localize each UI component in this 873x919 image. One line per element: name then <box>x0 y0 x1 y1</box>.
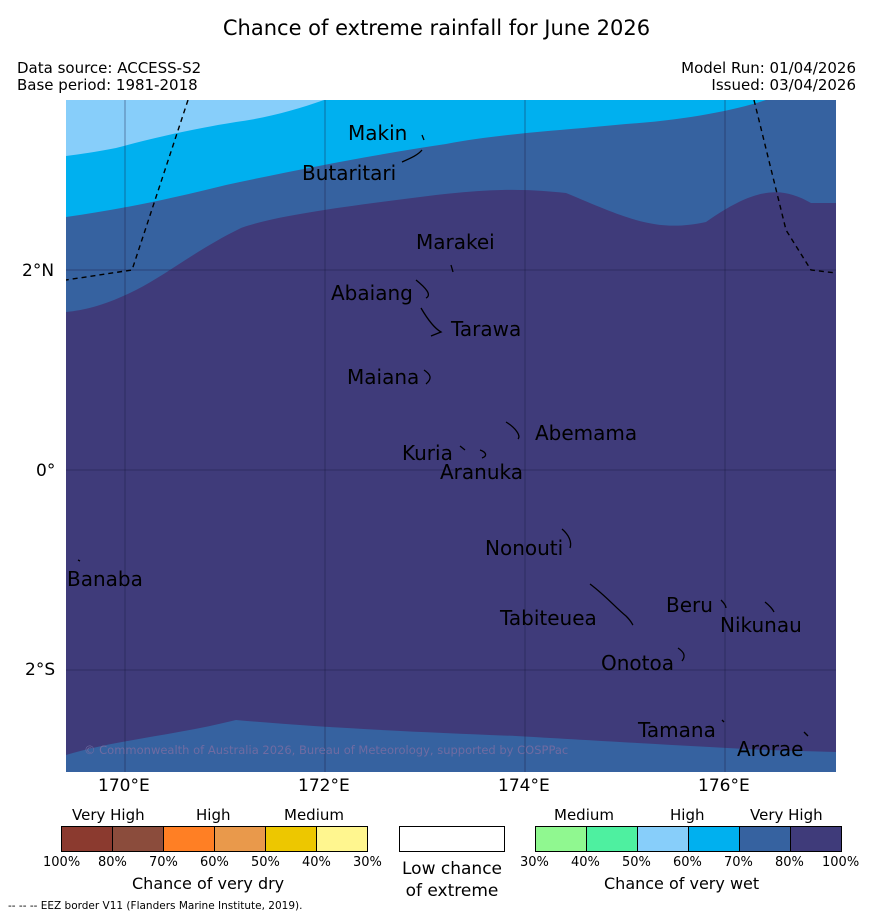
wet-tick-100: 100% <box>822 855 860 870</box>
issued-date: Issued: 03/04/2026 <box>711 76 856 94</box>
dry-swatch-5 <box>265 826 317 852</box>
label-tabiteuea: Tabiteuea <box>499 606 597 630</box>
dry-cat-medium: Medium <box>284 806 344 824</box>
wet-cat-medium: Medium <box>554 806 614 824</box>
label-makin: Makin <box>348 121 407 145</box>
chart-title: Chance of extreme rainfall for June 2026 <box>222 16 651 40</box>
lon-label-172: 172°E <box>298 776 350 796</box>
lon-label-170: 170°E <box>98 776 150 796</box>
label-kuria: Kuria <box>402 441 453 465</box>
dry-swatch-6 <box>316 826 368 852</box>
label-abemama: Abemama <box>535 421 637 445</box>
lat-label-2s: 2°S <box>25 660 56 680</box>
label-beru: Beru <box>666 593 713 617</box>
lat-label-0: 0° <box>36 461 56 481</box>
wet-caption: Chance of very wet <box>604 874 760 893</box>
label-nikunau: Nikunau <box>720 613 802 637</box>
wet-tick-80: 80% <box>775 855 804 870</box>
wet-swatch-2 <box>586 826 638 852</box>
dry-tick-60: 60% <box>200 855 229 870</box>
dry-cat-high: High <box>196 806 231 824</box>
eez-border <box>66 100 836 281</box>
meta-left: Data source: ACCESS-S2 Base period: 1981… <box>17 60 201 94</box>
zone-90-100-south <box>66 720 836 772</box>
rainfall-map: Makin Butaritari Marakei Abaiang Tarawa … <box>66 100 836 772</box>
wet-tick-60: 60% <box>673 855 702 870</box>
lon-label-174: 174°E <box>498 776 550 796</box>
dry-caption: Chance of very dry <box>132 874 285 893</box>
wet-swatch-1 <box>535 826 587 852</box>
base-period: Base period: 1981-2018 <box>17 76 198 94</box>
label-abaiang: Abaiang <box>331 281 413 305</box>
dry-tick-100: 100% <box>43 855 81 870</box>
label-tarawa: Tarawa <box>450 317 521 341</box>
footer-note: -- -- -- EEZ border V11 (Flanders Marine… <box>8 900 303 912</box>
dry-tick-50: 50% <box>251 855 280 870</box>
label-tamana: Tamana <box>637 718 716 742</box>
dry-tick-70: 70% <box>149 855 178 870</box>
meta-right: Model Run: 01/04/2026 Issued: 03/04/2026 <box>681 60 856 94</box>
wet-tick-30: 30% <box>520 855 549 870</box>
neutral-swatch <box>399 826 505 852</box>
dry-swatch-1 <box>61 826 113 852</box>
dry-swatch-2 <box>112 826 164 852</box>
model-run: Model Run: 01/04/2026 <box>681 59 856 77</box>
wet-tick-50: 50% <box>622 855 651 870</box>
dry-swatch-3 <box>163 826 215 852</box>
zone-70-80 <box>66 100 324 156</box>
dry-tick-30: 30% <box>353 855 382 870</box>
zone-80-90 <box>66 100 836 217</box>
wet-swatch-4 <box>688 826 740 852</box>
wet-tick-70: 70% <box>724 855 753 870</box>
island-outlines <box>77 134 809 737</box>
dry-tick-80: 80% <box>98 855 127 870</box>
neutral-caption-line1: Low chance <box>402 859 502 879</box>
wet-swatch-6 <box>790 826 842 852</box>
wet-cat-high: High <box>670 806 705 824</box>
data-source: Data source: ACCESS-S2 <box>17 59 202 77</box>
label-marakei: Marakei <box>416 230 495 254</box>
label-banaba: Banaba <box>67 567 143 591</box>
lat-label-2n: 2°N <box>22 261 55 281</box>
copyright-text: © Commonwealth of Australia 2026, Bureau… <box>84 743 568 757</box>
wet-swatch-5 <box>739 826 791 852</box>
gridlines <box>66 100 836 772</box>
wet-swatch-3 <box>637 826 689 852</box>
label-maiana: Maiana <box>347 365 419 389</box>
dry-swatch-4 <box>214 826 266 852</box>
label-butaritari: Butaritari <box>302 161 396 185</box>
label-arorae: Arorae <box>737 737 803 761</box>
dry-cat-very-high: Very High <box>72 806 145 824</box>
label-nonouti: Nonouti <box>485 536 563 560</box>
place-labels: Makin Butaritari Marakei Abaiang Tarawa … <box>67 121 803 761</box>
wet-tick-40: 40% <box>571 855 600 870</box>
wet-cat-very-high: Very High <box>750 806 823 824</box>
lon-label-176: 176°E <box>698 776 750 796</box>
label-onotoa: Onotoa <box>601 651 674 675</box>
label-aranuka: Aranuka <box>440 460 523 484</box>
dry-tick-40: 40% <box>302 855 331 870</box>
neutral-caption: Low chance of extreme <box>399 858 505 902</box>
neutral-caption-line2: of extreme <box>405 881 499 901</box>
